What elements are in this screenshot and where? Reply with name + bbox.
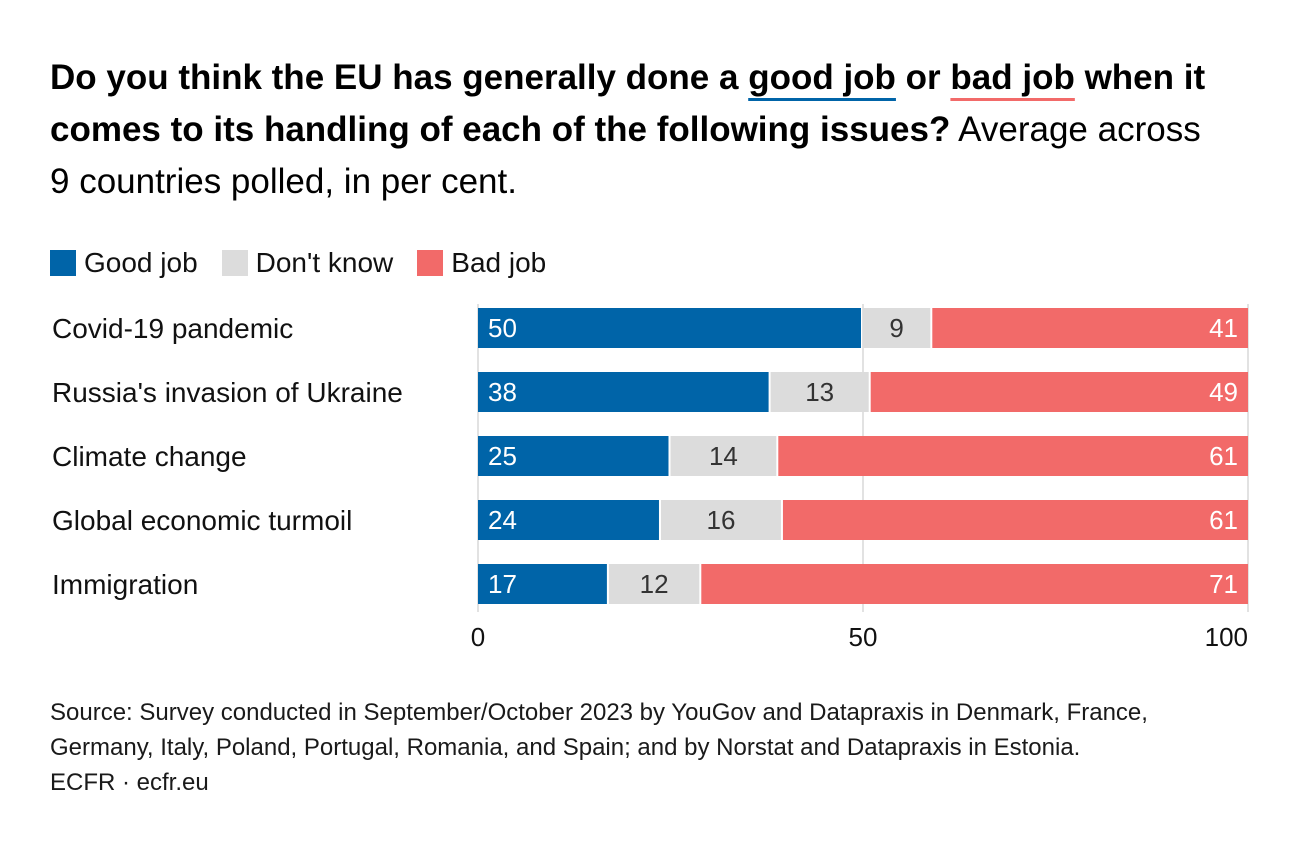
credit: ECFR · ecfr.eu <box>50 769 209 796</box>
value-label-good-job: 38 <box>488 377 517 407</box>
legend-item-dont-know: Don't know <box>221 245 394 281</box>
title-text-part-1: Do you think the EU has generally done a <box>50 58 739 97</box>
bar-segment-don-t-know <box>770 372 869 412</box>
bar-segment-good-job <box>478 564 607 604</box>
legend-label-bad-job: Bad job <box>451 247 547 278</box>
chart-title: Do you think the EU has generally done a… <box>50 52 1220 208</box>
bar-segment-bad-job <box>778 436 1248 476</box>
x-axis-ticks: 0 50 100 <box>471 622 1248 652</box>
legend-item-good-job: Good job <box>50 245 198 281</box>
chart-subtitle: Average across 9 countries polled, in pe… <box>50 110 1201 201</box>
bar-row: Russia's invasion of Ukraine 38 13 49 <box>52 372 1248 412</box>
x-tick-label: 0 <box>471 622 485 652</box>
bar-segment-bad-job <box>782 500 1248 540</box>
value-label-bad-job: 41 <box>1209 313 1238 343</box>
title-text-part-3: when it comes to its handling of each of… <box>50 58 1206 149</box>
category-label: Global economic turmoil <box>52 505 352 536</box>
bar-segment-don-t-know <box>670 436 777 476</box>
legend-item-bad-job: Bad job <box>417 245 546 281</box>
legend-swatch-good-job <box>50 250 76 276</box>
value-label-bad-job: 71 <box>1209 569 1238 599</box>
bar-row: Covid-19 pandemic 50 9 41 <box>52 308 1248 348</box>
title-bad-job-highlight: bad job <box>950 58 1075 97</box>
bar-segment-good-job <box>478 500 659 540</box>
bar-segment-bad-job <box>701 564 1248 604</box>
value-label-good-job: 50 <box>488 313 517 343</box>
bar-segment-don-t-know <box>660 500 781 540</box>
bar-row: Immigration 17 12 71 <box>52 564 1248 604</box>
value-label-don-t-know: 14 <box>709 441 738 471</box>
stacked-bar-chart: Covid-19 pandemic 50 9 41 Russia's invasion … <box>52 304 1249 652</box>
footer: Source: Survey conducted in September/Oc… <box>50 695 1210 800</box>
bar-segment-bad-job <box>932 308 1248 348</box>
bar-segment-good-job <box>478 372 769 412</box>
value-label-good-job: 24 <box>488 505 517 535</box>
legend-swatch-dont-know <box>221 250 248 276</box>
value-label-good-job: 25 <box>488 441 517 471</box>
legend-label-good-job: Good job <box>84 247 198 278</box>
category-label: Covid-19 pandemic <box>52 313 293 344</box>
category-label: Climate change <box>52 441 247 472</box>
bar-segment-bad-job <box>870 372 1248 412</box>
bar-segment-don-t-know <box>863 308 931 348</box>
title-good-job-highlight: good job <box>748 58 896 97</box>
value-label-bad-job: 61 <box>1209 441 1238 471</box>
category-label: Immigration <box>52 569 198 600</box>
legend: Good job Don't know Bad job <box>50 245 570 281</box>
bar-row: Climate change 25 14 61 <box>52 436 1248 476</box>
bar-segment-good-job <box>478 308 861 348</box>
bar-row: Global economic turmoil 24 16 61 <box>52 500 1248 540</box>
bar-segment-good-job <box>478 436 669 476</box>
x-tick-label: 100 <box>1205 622 1248 652</box>
bar-segment-don-t-know <box>608 564 700 604</box>
value-label-don-t-know: 13 <box>805 377 834 407</box>
x-tick-label: 50 <box>849 622 878 652</box>
title-text-part-2: or <box>905 58 941 97</box>
value-label-bad-job: 49 <box>1209 377 1238 407</box>
value-label-don-t-know: 16 <box>706 505 735 535</box>
source-note: Source: Survey conducted in September/Oc… <box>50 699 1148 761</box>
legend-swatch-bad-job <box>417 250 444 276</box>
legend-label-dont-know: Don't know <box>255 247 394 278</box>
value-label-good-job: 17 <box>488 569 517 599</box>
value-label-bad-job: 61 <box>1209 505 1238 535</box>
value-label-don-t-know: 9 <box>889 313 903 343</box>
value-label-don-t-know: 12 <box>640 569 669 599</box>
category-label: Russia's invasion of Ukraine <box>52 377 403 408</box>
